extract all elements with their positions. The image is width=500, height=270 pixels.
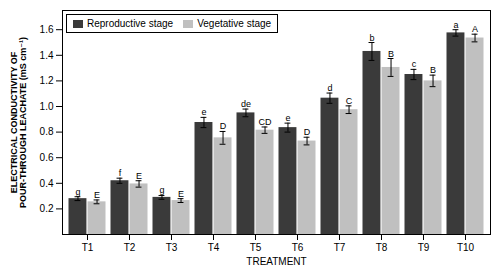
svg-text:ELECTRICAL CONDUCTIVITY OFPOUR: ELECTRICAL CONDUCTIVITY OFPOUR-THROUGH L… — [9, 37, 28, 208]
html-text:Vegetative stage: Vegetative stage — [197, 18, 272, 29]
svg-text:0.6: 0.6 — [40, 152, 54, 163]
svg-text:g: g — [159, 185, 164, 195]
svg-text:1.2: 1.2 — [40, 75, 54, 86]
svg-text:D: D — [220, 121, 227, 131]
svg-text:TREATMENT: TREATMENT — [246, 256, 306, 267]
svg-text:E: E — [94, 190, 100, 200]
svg-text:f: f — [119, 168, 122, 178]
svg-text:0.4: 0.4 — [40, 178, 54, 189]
svg-text:T4: T4 — [208, 242, 220, 253]
svg-text:1.6: 1.6 — [40, 24, 54, 35]
svg-text:E: E — [136, 171, 142, 181]
svg-text:b: b — [369, 33, 374, 43]
svg-text:D: D — [304, 127, 311, 137]
svg-text:T7: T7 — [334, 242, 346, 253]
svg-text:0.2: 0.2 — [40, 203, 54, 214]
svg-text:1.0: 1.0 — [40, 101, 54, 112]
svg-text:A: A — [472, 24, 478, 34]
svg-text:de: de — [241, 99, 251, 109]
svg-text:T10: T10 — [457, 242, 475, 253]
svg-text:g: g — [75, 187, 80, 197]
svg-text:T9: T9 — [418, 242, 430, 253]
svg-text:d: d — [327, 83, 332, 93]
html-text:Reproductive stage: Reproductive stage — [87, 18, 174, 29]
svg-text:B: B — [388, 49, 394, 59]
svg-text:T5: T5 — [250, 242, 262, 253]
svg-text:T6: T6 — [292, 242, 304, 253]
svg-text:T3: T3 — [166, 242, 178, 253]
svg-text:C: C — [346, 96, 353, 106]
svg-text:c: c — [412, 59, 417, 69]
svg-text:B: B — [430, 65, 436, 75]
svg-text:T8: T8 — [376, 242, 388, 253]
svg-text:0.8: 0.8 — [40, 126, 54, 137]
svg-text:1.4: 1.4 — [40, 50, 54, 61]
svg-text:a: a — [453, 20, 458, 30]
svg-text:CD: CD — [259, 117, 272, 127]
svg-text:E: E — [178, 189, 184, 199]
svg-text:T2: T2 — [124, 242, 136, 253]
svg-text:e: e — [201, 107, 206, 117]
svg-text:e: e — [285, 113, 290, 123]
svg-text:T1: T1 — [82, 242, 94, 253]
